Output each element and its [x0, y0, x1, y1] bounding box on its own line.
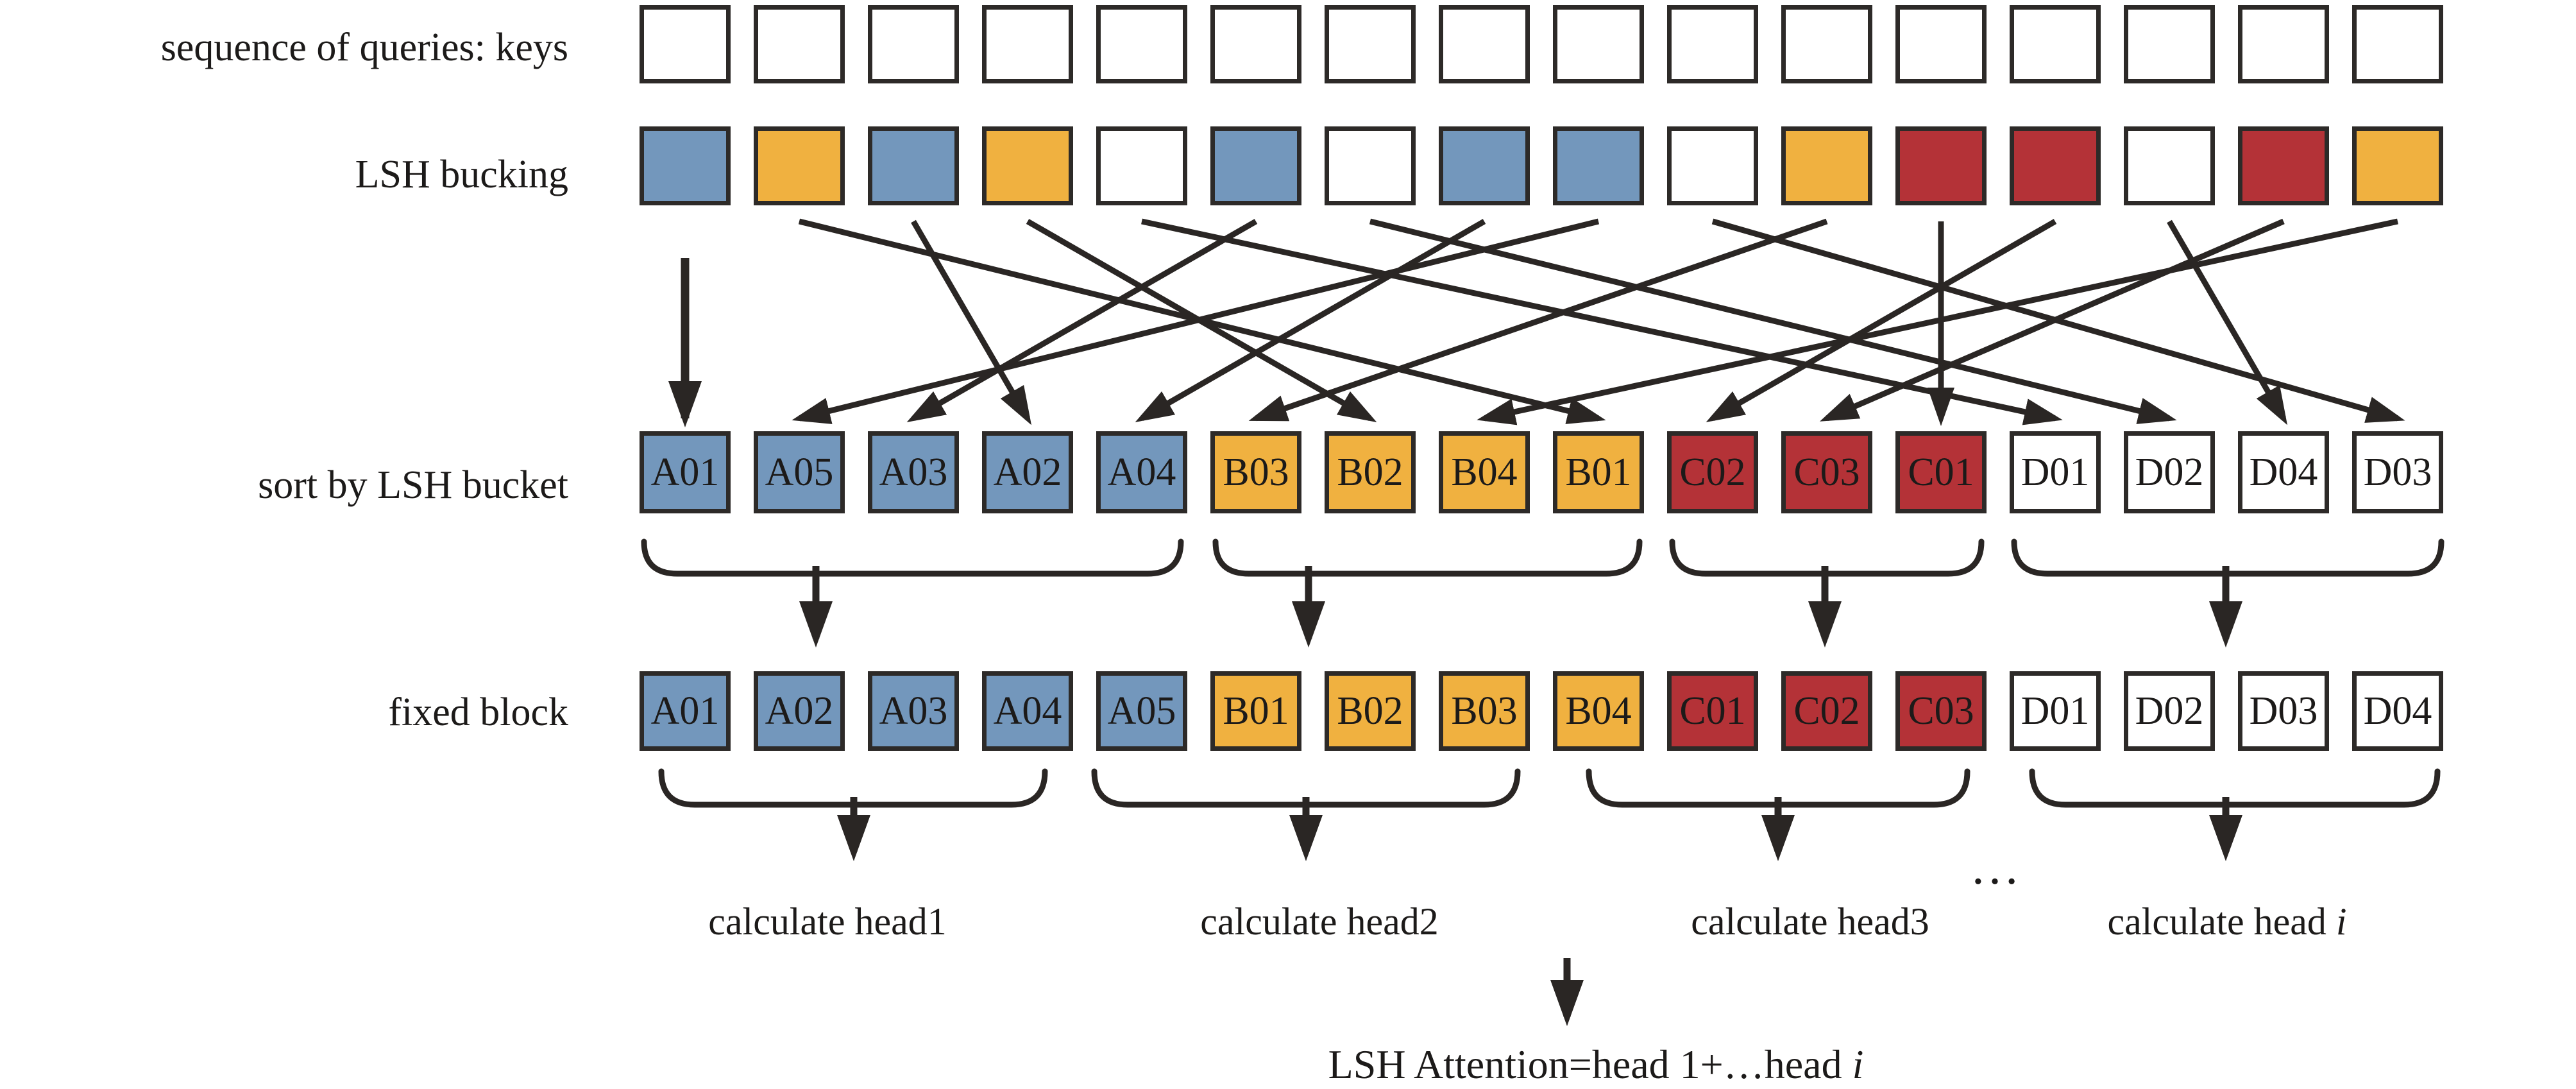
calculate-head-i-label: calculate head i — [2107, 900, 2347, 943]
query-box-3 — [868, 5, 959, 83]
arrow-query15-to-slot11 — [1819, 218, 2285, 422]
bucket-box-7 — [1325, 126, 1416, 205]
sorted-box-C01: C01 — [1895, 431, 1987, 513]
sorted-box-D02: D02 — [2124, 431, 2215, 513]
bucket-box-13 — [2010, 126, 2101, 205]
fixed-group-brace-1 — [658, 768, 1048, 808]
query-box-16 — [2352, 5, 2443, 83]
query-box-5 — [1096, 5, 1187, 83]
fixed-group-brace-2 — [1091, 768, 1521, 808]
bucket-box-14 — [2124, 126, 2215, 205]
query-box-7 — [1325, 5, 1416, 83]
query-box-14 — [2124, 5, 2215, 83]
arrow-query3-to-slot4 — [911, 219, 1032, 425]
sorted-box-A04: A04 — [1096, 431, 1187, 513]
lsh-attention-sum-label: LSH Attention=head 1+…head i — [1328, 1042, 1864, 1087]
query-box-12 — [1895, 5, 1987, 83]
fixed-row-label: fixed block — [388, 690, 568, 734]
sorted-box-C02: C02 — [1667, 431, 1758, 513]
query-box-6 — [1210, 5, 1301, 83]
bucket-box-8 — [1439, 126, 1530, 205]
arrow-query4-to-slot7 — [1026, 219, 1377, 422]
fixed-box-C03: C03 — [1895, 671, 1987, 751]
query-box-15 — [2238, 5, 2329, 83]
sorted-box-D03: D03 — [2352, 431, 2443, 513]
fixed-box-D04: D04 — [2352, 671, 2443, 751]
query-box-2 — [754, 5, 845, 83]
bucket-box-1 — [640, 126, 731, 205]
fixed-group-brace-3 — [1586, 768, 1970, 808]
fixed-group-brace-4 — [2029, 768, 2441, 808]
sorted-box-A03: A03 — [868, 431, 959, 513]
query-box-11 — [1781, 5, 1872, 83]
fixed-box-C02: C02 — [1781, 671, 1872, 751]
arrow-query14-to-slot15 — [2167, 219, 2288, 425]
bucket-box-6 — [1210, 126, 1301, 205]
bucket-sort-arrows — [668, 218, 2405, 427]
arrow-query16-to-slot8 — [1477, 218, 2398, 425]
heads-ellipsis: … — [1970, 839, 2024, 895]
fixed-box-B01: B01 — [1210, 671, 1301, 751]
bucket-box-4 — [982, 126, 1073, 205]
bucket-box-15 — [2238, 126, 2329, 205]
query-box-4 — [982, 5, 1073, 83]
arrow-query2-to-slot9 — [798, 218, 1606, 424]
arrow-query7-to-slot14 — [1369, 218, 2177, 424]
arrow-query13-to-slot10 — [1706, 219, 2057, 422]
arrow-query11-to-slot6 — [1248, 218, 1828, 422]
sorted-group-brace-2 — [1212, 538, 1643, 577]
fixed-box-A04: A04 — [982, 671, 1073, 751]
sorted-box-B01: B01 — [1553, 431, 1644, 513]
arrow-query9-to-slot2 — [792, 218, 1600, 424]
sorted-box-C03: C03 — [1781, 431, 1872, 513]
sorted-box-A02: A02 — [982, 431, 1073, 513]
bucket-box-12 — [1895, 126, 1987, 205]
calculate-head1-label: calculate head1 — [708, 900, 947, 943]
flow-arrows — [799, 566, 2242, 1026]
queries-row-label: sequence of queries: keys — [160, 26, 568, 69]
bucket-box-16 — [2352, 126, 2443, 205]
fixed-box-A03: A03 — [868, 671, 959, 751]
query-box-13 — [2010, 5, 2101, 83]
bucketing-row-label: LSH bucking — [355, 153, 568, 196]
sorted-group-brace-3 — [1669, 538, 1985, 577]
sorted-group-brace-1 — [641, 538, 1184, 577]
bucket-box-2 — [754, 126, 845, 205]
fixed-box-A05: A05 — [1096, 671, 1187, 751]
sorted-box-B02: B02 — [1325, 431, 1416, 513]
bucket-box-11 — [1781, 126, 1872, 205]
fixed-box-D02: D02 — [2124, 671, 2215, 751]
fixed-box-C01: C01 — [1667, 671, 1758, 751]
query-box-8 — [1439, 5, 1530, 83]
bucket-box-5 — [1096, 126, 1187, 205]
fixed-box-B02: B02 — [1325, 671, 1416, 751]
sorted-box-B03: B03 — [1210, 431, 1301, 513]
bucket-box-9 — [1553, 126, 1644, 205]
query-box-1 — [640, 5, 731, 83]
sorted-box-A01: A01 — [640, 431, 731, 513]
sorted-box-D01: D01 — [2010, 431, 2101, 513]
fixed-box-A01: A01 — [640, 671, 731, 751]
arrow-query6-to-slot3 — [906, 219, 1258, 422]
arrow-query5-to-slot13 — [1141, 218, 2063, 425]
bucket-box-10 — [1667, 126, 1758, 205]
sorted-box-D04: D04 — [2238, 431, 2329, 513]
fixed-box-B04: B04 — [1553, 671, 1644, 751]
sorted-row-label: sort by LSH bucket — [258, 463, 568, 507]
query-box-9 — [1553, 5, 1644, 83]
fixed-box-B03: B03 — [1439, 671, 1530, 751]
calculate-head3-label: calculate head3 — [1691, 900, 1929, 943]
fixed-box-D03: D03 — [2238, 671, 2329, 751]
sorted-box-B04: B04 — [1439, 431, 1530, 513]
sorted-box-A05: A05 — [754, 431, 845, 513]
arrow-query8-to-slot5 — [1135, 219, 1486, 422]
bucket-box-3 — [868, 126, 959, 205]
arrow-query10-to-slot16 — [1711, 218, 2405, 423]
fixed-box-D01: D01 — [2010, 671, 2101, 751]
query-box-10 — [1667, 5, 1758, 83]
fixed-box-A02: A02 — [754, 671, 845, 751]
calculate-head2-label: calculate head2 — [1200, 900, 1439, 943]
sorted-group-brace-4 — [2011, 538, 2445, 577]
